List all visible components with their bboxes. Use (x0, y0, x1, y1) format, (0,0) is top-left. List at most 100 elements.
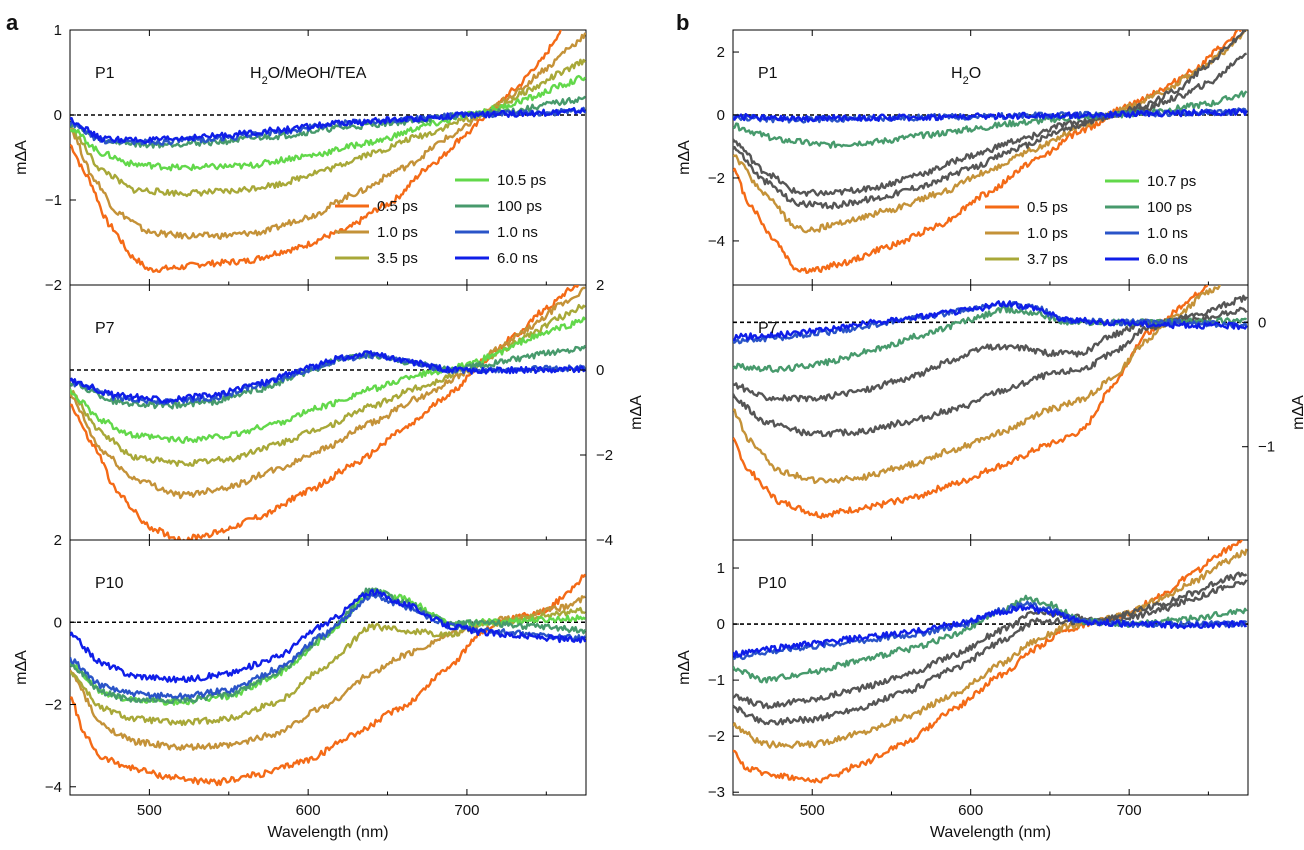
x-tick-label: 500 (137, 802, 162, 819)
series-line-6-0-ns (733, 108, 1248, 123)
legend-label: 10.5 ps (497, 172, 546, 189)
series-line-100-ps (70, 587, 586, 705)
series-group (733, 30, 1248, 274)
sample-label: P1 (758, 65, 778, 82)
series-line-10-7-ps (733, 579, 1248, 710)
y-tick-label: −1 (45, 192, 62, 209)
sample-label: P7 (95, 320, 115, 337)
series-line-1-0-ps (733, 30, 1248, 234)
series-line-6-0-ns (70, 588, 586, 684)
series-line-0-5-ps (70, 285, 580, 540)
y-tick-label: −2 (45, 277, 62, 294)
y-tick-label: −2 (45, 697, 62, 714)
series-line-1-0-ps (733, 548, 1248, 749)
x-axis-title: Wavelength (nm) (930, 824, 1051, 841)
y-tick-label: 2 (596, 277, 604, 294)
legend-label: 1.0 ps (1027, 225, 1068, 242)
x-tick-label: 700 (1117, 802, 1142, 819)
y-tick-label: −2 (596, 447, 613, 464)
x-tick-label: 500 (800, 802, 825, 819)
series-line-10-5-ps (70, 589, 586, 706)
y-axis-title: mΔA (1290, 395, 1304, 430)
y-tick-label: −4 (708, 233, 725, 250)
plot-frame (732, 539, 1249, 796)
subplot-b-p10: −3 −2 −1 0 1 P10 mΔA 500 600 700 Wavelength (nm) (676, 539, 1249, 841)
series-group (733, 540, 1248, 784)
legend-label: 10.7 ps (1147, 173, 1196, 190)
series-line-0-5-ps (733, 285, 1209, 520)
y-tick-label: −1 (708, 672, 725, 689)
condition-label: H2O (951, 65, 981, 87)
panel-letter-a: a (6, 10, 19, 35)
series-line-6-0-ns (70, 107, 586, 145)
plot-area: −2 −1 0 1 P1 H2O/MeOH/TEA mΔA −4 −2 0 2 P7 mΔA −4 −2 0 2… (13, 22, 1304, 841)
subplot-a-p10: −4 −2 0 2 P10 mΔA 500 600 700 Wavelength (nm) (13, 532, 587, 841)
series-group (70, 30, 586, 273)
y-tick-label: 2 (54, 532, 62, 549)
legend-label: 1.0 ns (1147, 225, 1188, 242)
y-axis-title: mΔA (13, 650, 30, 685)
y-tick-label: −2 (708, 170, 725, 187)
sample-label: P10 (95, 575, 124, 592)
subplot-b-p1: −4 −2 0 2 P1 H2O mΔA (676, 29, 1249, 286)
legend-label: 1.0 ns (497, 224, 538, 241)
y-tick-label: 0 (596, 362, 604, 379)
legend-b: 10.7 ps 0.5 ps 100 ps 1.0 ps 1.0 ns 3.7 ps 6.0… (985, 173, 1196, 268)
series-line-3-7-ps (733, 571, 1248, 726)
legend-label: 100 ps (497, 198, 542, 215)
y-tick-label: 0 (717, 616, 725, 633)
y-tick-label: 1 (717, 560, 725, 577)
series-group (733, 285, 1248, 520)
subplot-b-p7: −1 0 P7 mΔA (732, 284, 1304, 541)
series-line-100-ps (733, 90, 1248, 149)
x-tick-label: 700 (454, 802, 479, 819)
series-line-3-5-ps (70, 58, 586, 198)
series-group (70, 573, 586, 787)
y-tick-label: 0 (54, 614, 62, 631)
series-line-1-0-ps (70, 286, 586, 500)
legend-label: 3.5 ps (377, 250, 418, 267)
subplot-a-p7: −4 −2 0 2 P7 mΔA (69, 277, 645, 549)
y-axis-title: mΔA (13, 140, 30, 175)
y-axis-title: mΔA (676, 650, 693, 685)
sample-label: P1 (95, 65, 115, 82)
series-line-1-0-ps (70, 32, 586, 240)
y-tick-label: 0 (717, 107, 725, 124)
y-tick-label: 0 (1258, 314, 1266, 331)
series-line-3-5-ps (70, 303, 586, 467)
series-line-6-0-ns (70, 350, 586, 404)
legend-label: 0.5 ps (1027, 199, 1068, 216)
y-tick-label: 0 (54, 107, 62, 124)
legend-label: 3.7 ps (1027, 251, 1068, 268)
y-tick-label: −1 (1258, 439, 1275, 456)
legend-label: 0.5 ps (377, 198, 418, 215)
legends: 10.5 ps 0.5 ps 100 ps 1.0 ps 1.0 ns 3.5 ps 6.0… (335, 172, 1196, 268)
x-axis-title: Wavelength (nm) (267, 824, 388, 841)
series-line-0-5-ps (733, 30, 1242, 274)
series-line-6-0-ns (733, 300, 1248, 342)
series-line-10-7-ps (733, 52, 1247, 197)
y-tick-label: 2 (717, 44, 725, 61)
series-line-6-0-ns (733, 604, 1248, 658)
panel-letter-b: b (676, 10, 689, 35)
x-tick-label: 600 (958, 802, 983, 819)
series-line-1-0-ps (70, 595, 586, 751)
sample-label: P7 (758, 320, 778, 337)
legend-label: 1.0 ps (377, 224, 418, 241)
legend-label: 6.0 ns (1147, 251, 1188, 268)
plot-frame (69, 284, 587, 541)
y-tick-label: −3 (708, 784, 725, 801)
y-tick-label: −2 (708, 728, 725, 745)
series-line-10-5-ps (70, 316, 586, 444)
series-line-1-0-ns (70, 592, 586, 700)
series-line-1-0-ns (70, 106, 586, 146)
condition-label: H2O/MeOH/TEA (250, 65, 367, 87)
subplot-a-p1: −2 −1 0 1 P1 H2O/MeOH/TEA mΔA (13, 22, 587, 294)
x-tick-label: 600 (296, 802, 321, 819)
sample-label: P10 (758, 575, 787, 592)
series-line-1-0-ps (733, 285, 1222, 485)
y-axis-title: mΔA (676, 140, 693, 175)
legend-label: 6.0 ns (497, 250, 538, 267)
legend-label: 100 ps (1147, 199, 1192, 216)
